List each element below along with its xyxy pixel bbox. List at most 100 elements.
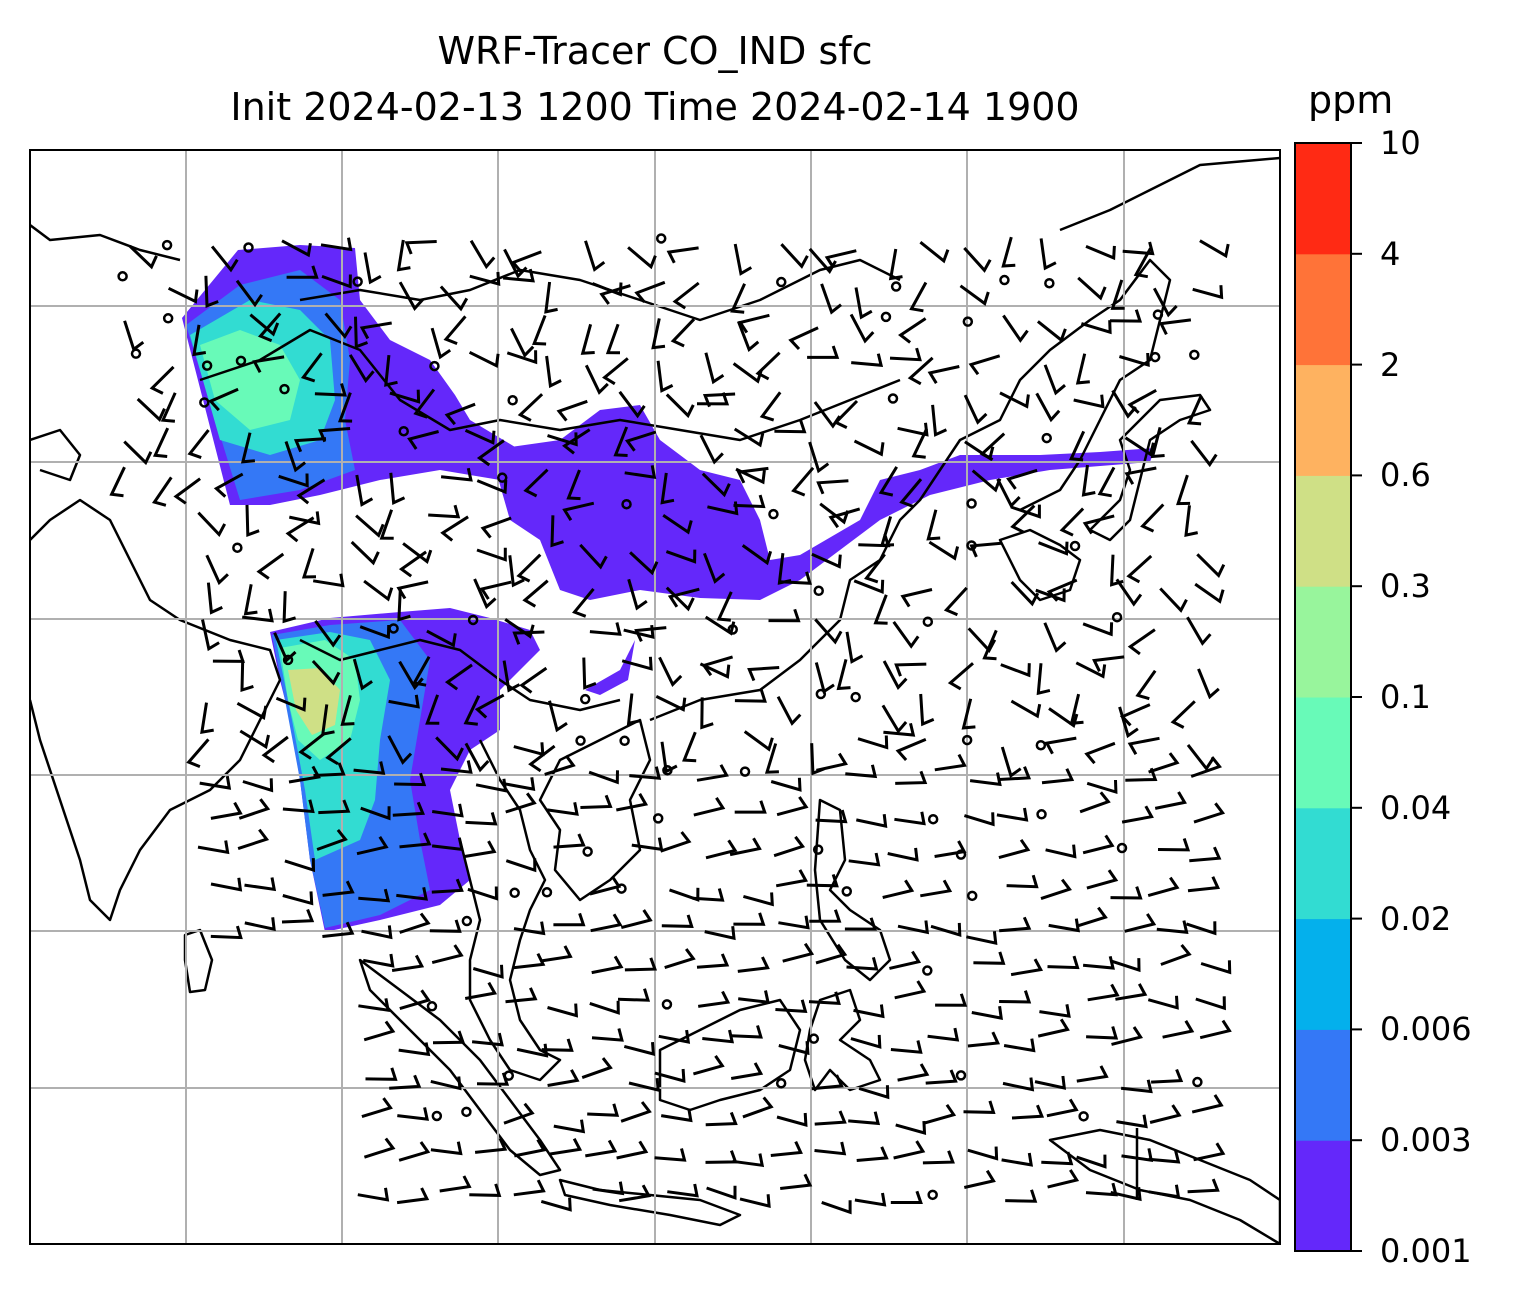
wind-barb (963, 246, 992, 273)
wind-barb (1006, 874, 1039, 889)
wind-barb (281, 239, 312, 258)
wind-barb (1148, 752, 1180, 774)
wind-barb (236, 701, 268, 721)
wind-barb (999, 916, 1032, 933)
wind-barb (548, 700, 568, 733)
wind-barb (444, 663, 473, 691)
wind-barb (1075, 661, 1107, 679)
coastline-borneo (658, 998, 802, 1112)
wind-barb (1044, 736, 1077, 755)
wind-barb (1046, 1098, 1079, 1118)
wind-barb (1068, 430, 1086, 462)
wind-barb (1197, 668, 1220, 700)
map-subtitle: Init 2024-02-13 1200 Time 2024-02-14 190… (230, 85, 1080, 129)
wind-barb (510, 327, 535, 358)
wind-barb (591, 282, 623, 297)
wind-barb (284, 441, 307, 473)
wind-calm-marker (243, 242, 254, 253)
wind-barb (963, 812, 995, 827)
coastline-russia-north (30, 156, 1280, 262)
wind-barb (627, 246, 657, 270)
wind-barb (1162, 1020, 1195, 1039)
wind-barb (550, 515, 564, 548)
wind-barb (704, 352, 725, 385)
wind-calm-marker (1116, 842, 1128, 854)
wind-barb (355, 474, 374, 507)
wind-calm-marker (815, 688, 827, 700)
wind-barb (249, 313, 280, 337)
wind-barb (1000, 746, 1022, 779)
wind-barb (389, 472, 406, 505)
wind-barb (1157, 838, 1191, 852)
wind-barb (244, 917, 276, 932)
map-title: WRF-Tracer CO_IND sfc (437, 29, 873, 73)
wind-barb (516, 1043, 549, 1058)
wind-barb (584, 364, 609, 395)
wind-barb (1193, 1142, 1226, 1162)
wind-barb (503, 248, 528, 279)
wind-calm-marker (162, 313, 174, 324)
wind-barb (463, 695, 481, 726)
graticule (30, 150, 1280, 1244)
colorbar-tick-label: 0.1 (1380, 678, 1431, 716)
wind-barb (440, 515, 469, 542)
wind-barb (692, 888, 725, 902)
wind-barb (919, 241, 950, 264)
wind-barb (672, 281, 700, 310)
wind-barb (363, 1137, 396, 1159)
wind-barb (242, 608, 274, 623)
wind-barb (553, 1119, 586, 1134)
wind-barb (660, 831, 692, 853)
wind-barb (340, 694, 355, 726)
wind-calm-marker (461, 1106, 472, 1118)
wind-barb (359, 321, 392, 340)
wind-barb (316, 828, 348, 851)
wind-barb (791, 466, 815, 497)
wind-barb (1047, 1169, 1080, 1189)
wind-barb (1081, 464, 1096, 497)
wind-barb (318, 427, 351, 443)
wind-barb (654, 1068, 686, 1084)
wind-barb (1006, 468, 1038, 490)
wind-barb (361, 1097, 393, 1119)
wind-barb (1127, 628, 1156, 656)
wind-barb (318, 799, 351, 815)
wind-calm-marker (431, 1110, 443, 1122)
wind-barb (998, 838, 1031, 860)
wind-barb (1191, 1094, 1224, 1114)
wind-barb (1199, 239, 1230, 259)
wind-barb (780, 243, 809, 269)
wind-barb (629, 766, 662, 780)
wind-calm-marker (201, 360, 213, 371)
wind-barb (1190, 756, 1222, 778)
wind-barb (820, 283, 842, 315)
wind-barb (627, 578, 648, 611)
wind-barb (925, 1069, 958, 1085)
wind-barb (298, 732, 326, 760)
wind-barb (895, 770, 928, 785)
wind-barb (240, 432, 256, 464)
wind-barb (624, 430, 657, 452)
wind-calm-marker (426, 1001, 438, 1012)
coastline-philippines (813, 798, 892, 982)
wind-barb (313, 762, 346, 777)
wind-barb (730, 1062, 764, 1080)
wind-barb (469, 1183, 502, 1197)
wind-calm-marker (582, 846, 593, 857)
wind-barb (1035, 588, 1066, 603)
colorbar-bin (1295, 364, 1351, 476)
wind-barb (187, 429, 210, 460)
wind-barb (1080, 320, 1112, 335)
wind-barb (589, 622, 622, 636)
wind-barb (844, 917, 877, 931)
wind-calm-marker (503, 1070, 515, 1081)
wind-barb (580, 794, 613, 809)
wind-barb (282, 799, 315, 814)
plume-central-outer (490, 405, 1155, 600)
wind-barb (503, 1102, 535, 1125)
wind-barb (779, 571, 812, 585)
wind-barb (1200, 960, 1232, 975)
wind-barb (961, 698, 976, 730)
wind-barb (476, 439, 505, 467)
wind-barb (616, 793, 649, 812)
